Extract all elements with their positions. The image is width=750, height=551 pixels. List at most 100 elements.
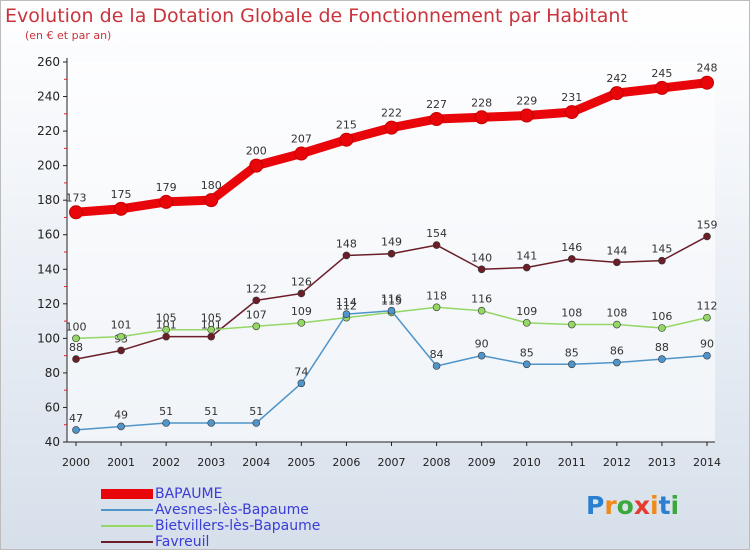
legend-swatch-favreuil xyxy=(101,541,153,543)
data-point xyxy=(72,334,80,343)
data-point xyxy=(429,112,444,126)
data-point xyxy=(252,322,261,331)
data-label: 112 xyxy=(697,300,718,313)
data-label: 248 xyxy=(697,62,718,75)
x-tick-label: 2005 xyxy=(287,456,315,469)
data-label: 118 xyxy=(426,289,447,302)
data-point xyxy=(477,265,486,274)
data-point xyxy=(249,158,264,173)
data-point xyxy=(204,193,219,208)
data-label: 148 xyxy=(336,237,357,250)
data-label: 179 xyxy=(156,181,177,194)
y-tick-label: 180 xyxy=(37,193,60,207)
data-point xyxy=(432,303,441,312)
data-point xyxy=(72,426,80,434)
legend-label: Avesnes-lès-Bapaume xyxy=(155,502,309,518)
y-tick-label: 160 xyxy=(37,228,60,242)
data-label: 122 xyxy=(246,282,267,295)
data-label: 101 xyxy=(156,319,177,332)
data-label: 107 xyxy=(246,308,267,321)
data-point xyxy=(207,332,216,341)
data-point xyxy=(252,296,261,305)
data-label: 101 xyxy=(201,319,222,332)
data-label: 108 xyxy=(606,307,627,320)
data-point xyxy=(658,324,666,332)
y-tick-label: 40 xyxy=(45,435,60,449)
chart-title: Evolution de la Dotation Globale de Fonc… xyxy=(5,5,628,27)
x-tick-label: 2000 xyxy=(62,456,90,469)
data-label: 114 xyxy=(336,296,357,309)
logo-letter: P xyxy=(586,491,605,520)
data-point xyxy=(384,120,399,135)
data-label: 159 xyxy=(697,218,718,231)
data-label: 229 xyxy=(516,95,537,108)
data-point xyxy=(477,351,486,360)
data-label: 173 xyxy=(66,191,87,204)
data-point xyxy=(252,419,261,427)
data-point xyxy=(387,306,396,315)
logo-letter: i xyxy=(650,491,659,520)
y-tick-label: 260 xyxy=(37,55,60,69)
x-tick-label: 2007 xyxy=(378,456,406,469)
data-label: 175 xyxy=(111,188,132,201)
data-label: 51 xyxy=(249,405,263,418)
data-point xyxy=(72,355,80,363)
x-tick-label: 2006 xyxy=(332,456,360,469)
data-label: 84 xyxy=(430,348,444,361)
x-tick-label: 2003 xyxy=(197,456,225,469)
data-point xyxy=(477,306,486,315)
data-point xyxy=(294,146,309,161)
x-tick-label: 2010 xyxy=(513,456,541,469)
data-point xyxy=(114,201,129,216)
data-point xyxy=(700,75,714,90)
data-point xyxy=(342,251,351,260)
data-label: 74 xyxy=(294,365,308,378)
x-tick-label: 2013 xyxy=(648,456,676,469)
data-label: 154 xyxy=(426,227,447,240)
data-label: 231 xyxy=(561,91,582,104)
x-tick-label: 2012 xyxy=(603,456,631,469)
data-point xyxy=(519,108,534,123)
data-point xyxy=(297,319,306,327)
x-tick-label: 2009 xyxy=(468,456,496,469)
data-point xyxy=(342,310,351,318)
logo-letter: o xyxy=(616,491,634,520)
data-point xyxy=(387,249,396,258)
data-point xyxy=(162,419,170,427)
x-tick-label: 2014 xyxy=(693,456,721,469)
data-label: 88 xyxy=(655,341,669,354)
legend-swatch-avesnes xyxy=(101,509,153,511)
data-point xyxy=(432,241,441,249)
x-tick-label: 2011 xyxy=(558,456,586,469)
data-label: 90 xyxy=(700,338,714,351)
data-label: 112 xyxy=(336,300,357,313)
data-label: 51 xyxy=(159,405,173,418)
x-tick-label: 2001 xyxy=(107,456,135,469)
data-label: 105 xyxy=(201,312,222,325)
data-label: 90 xyxy=(475,338,489,351)
data-label: 242 xyxy=(606,72,627,85)
data-point xyxy=(613,358,621,367)
data-label: 245 xyxy=(651,67,672,80)
x-tick-label: 2008 xyxy=(423,456,451,469)
data-point xyxy=(297,379,306,388)
data-point xyxy=(703,351,711,360)
data-point xyxy=(117,422,125,431)
data-point xyxy=(432,362,441,370)
legend-label: Bietvillers-lès-Bapaume xyxy=(155,518,321,534)
legend-label: BAPAUME xyxy=(155,486,223,502)
data-point xyxy=(703,232,711,241)
y-tick-label: 80 xyxy=(45,366,60,380)
data-label: 101 xyxy=(111,319,132,332)
data-label: 106 xyxy=(651,310,672,323)
data-point xyxy=(207,325,216,334)
data-point xyxy=(69,205,83,220)
data-point xyxy=(658,355,666,363)
data-point xyxy=(522,263,531,272)
data-label: 200 xyxy=(246,145,267,158)
data-label: 115 xyxy=(381,294,402,307)
data-label: 228 xyxy=(471,96,492,109)
data-label: 207 xyxy=(291,133,312,146)
data-point xyxy=(613,258,621,267)
